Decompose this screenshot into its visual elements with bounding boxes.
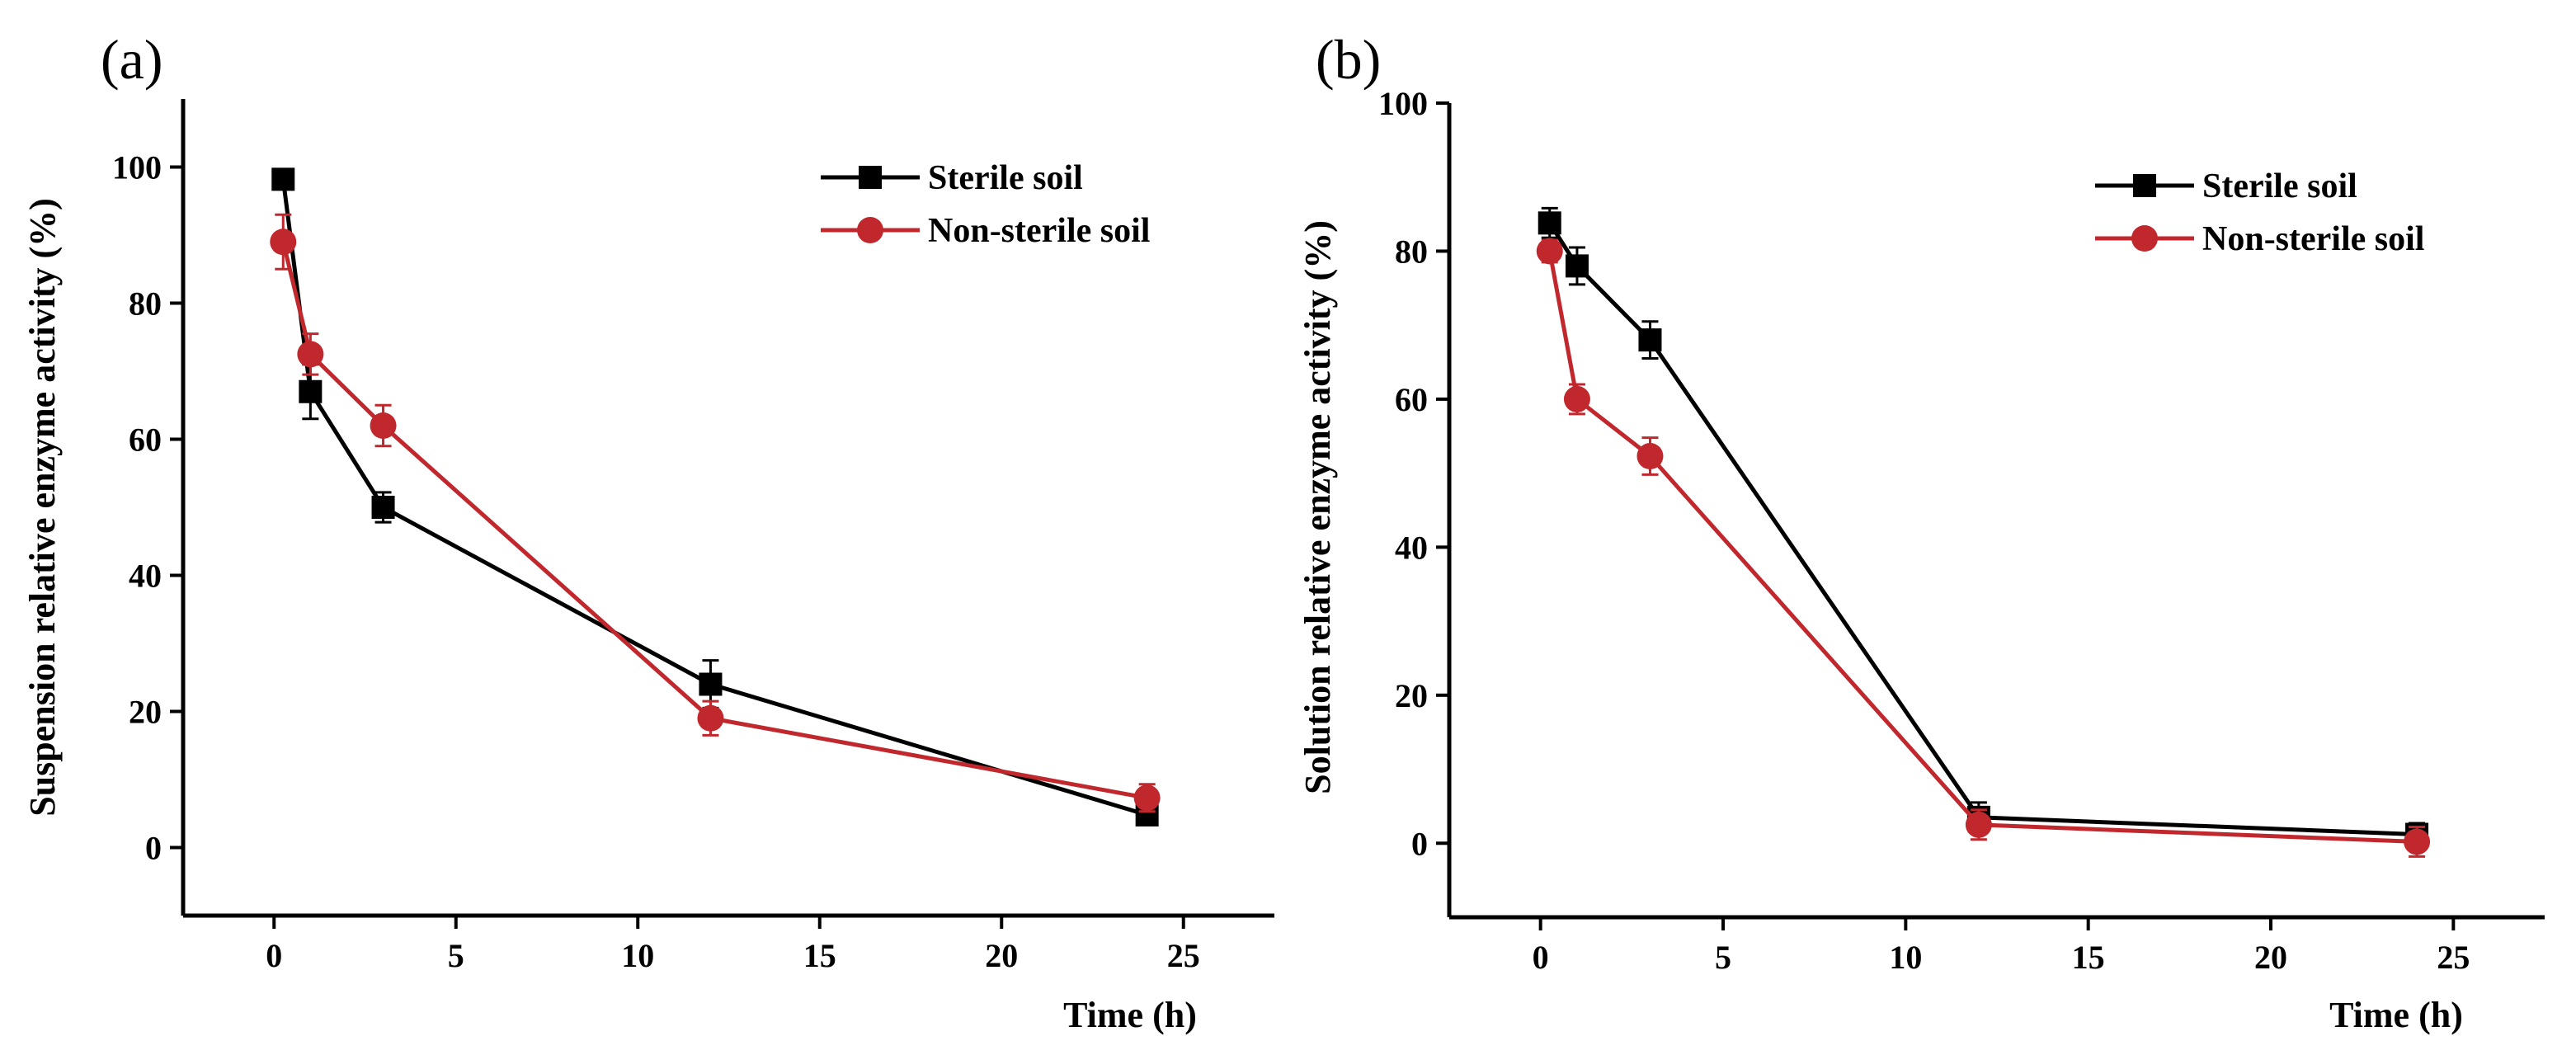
chart-a: (a) 0 5 10 15 20 25 0 20 40 60 80 100 Suspension r…: [22, 28, 1274, 1035]
x-tick-label: 20: [985, 937, 1018, 974]
y-ticks-a: 0 20 40 60 80 100: [112, 149, 183, 867]
panel-label-a: (a): [101, 28, 162, 91]
legend-label: Sterile soil: [928, 159, 1083, 197]
y-tick-label: 0: [145, 830, 162, 867]
data-point: [1638, 328, 1662, 352]
legend-b: Sterile soil Non-sterile soil: [2095, 167, 2424, 258]
y-tick-label: 40: [1395, 529, 1428, 566]
y-tick-label: 60: [1395, 381, 1428, 418]
series-b: [1536, 206, 2431, 858]
data-point: [1133, 784, 1161, 812]
data-point: [1563, 385, 1590, 412]
y-tick-label: 80: [1395, 233, 1428, 270]
y-tick-label: 100: [112, 149, 162, 186]
series-0: [1538, 206, 2429, 847]
y-tick-label: 100: [1378, 85, 1428, 122]
x-tick-label: 0: [1533, 939, 1549, 976]
data-point: [1636, 442, 1664, 469]
x-tick-label: 25: [2437, 939, 2470, 976]
chart-b: (b) 0 5 10 15 20 25 0 20 40 60 80 100 Solution rel…: [1297, 28, 2545, 1035]
legend-label: Non-sterile soil: [2202, 220, 2424, 258]
x-tick-label: 25: [1167, 937, 1200, 974]
data-point: [1538, 211, 1561, 235]
series-line: [1547, 222, 2418, 837]
y-tick-label: 60: [129, 422, 162, 459]
y-tick-label: 20: [129, 694, 162, 731]
data-point: [699, 672, 723, 696]
y-tick-label: 40: [129, 558, 162, 595]
legend-marker: [2131, 225, 2158, 252]
series-a: [270, 167, 1161, 827]
y-tick-label: 80: [129, 285, 162, 323]
legend-a: Sterile soil Non-sterile soil: [821, 159, 1150, 250]
y-axis-title-b: Solution relative enzyme activity (%): [1297, 220, 1338, 794]
data-point: [371, 496, 395, 519]
y-axis-title-a: Suspension relative enzyme activity (%): [22, 198, 63, 817]
data-point: [1965, 811, 1992, 838]
legend-marker: [857, 217, 883, 243]
data-point: [270, 228, 297, 256]
data-point: [299, 379, 323, 403]
x-tick-label: 15: [803, 937, 836, 974]
data-point: [271, 167, 295, 191]
legend-label: Sterile soil: [2202, 167, 2357, 205]
data-point: [297, 341, 324, 368]
x-axis-title-a: Time (h): [1063, 995, 1197, 1035]
data-point: [1565, 254, 1589, 278]
data-point: [370, 412, 397, 439]
y-tick-label: 20: [1395, 677, 1428, 714]
x-ticks-b: 0 5 10 15 20 25: [1533, 917, 2470, 976]
x-tick-label: 10: [1889, 939, 1922, 976]
y-tick-label: 0: [1411, 825, 1428, 862]
data-point: [697, 704, 724, 732]
data-point: [1536, 238, 1563, 265]
series-1: [1536, 238, 2431, 858]
y-ticks-b: 0 20 40 60 80 100: [1378, 85, 1449, 862]
x-tick-label: 5: [1715, 939, 1731, 976]
x-ticks-a: 0 5 10 15 20 25: [266, 916, 1200, 974]
legend-label: Non-sterile soil: [928, 212, 1150, 250]
x-tick-label: 10: [621, 937, 654, 974]
x-tick-label: 15: [2072, 939, 2105, 976]
data-point: [2404, 828, 2431, 855]
x-tick-label: 20: [2254, 939, 2287, 976]
x-axis-title-b: Time (h): [2329, 995, 2463, 1035]
series-line: [1547, 250, 2418, 844]
x-tick-label: 0: [266, 937, 282, 974]
panel-label-b: (b): [1316, 28, 1381, 91]
legend-marker: [859, 166, 882, 189]
series-1: [270, 213, 1161, 813]
legend-marker: [2133, 174, 2156, 197]
x-tick-label: 5: [448, 937, 464, 974]
